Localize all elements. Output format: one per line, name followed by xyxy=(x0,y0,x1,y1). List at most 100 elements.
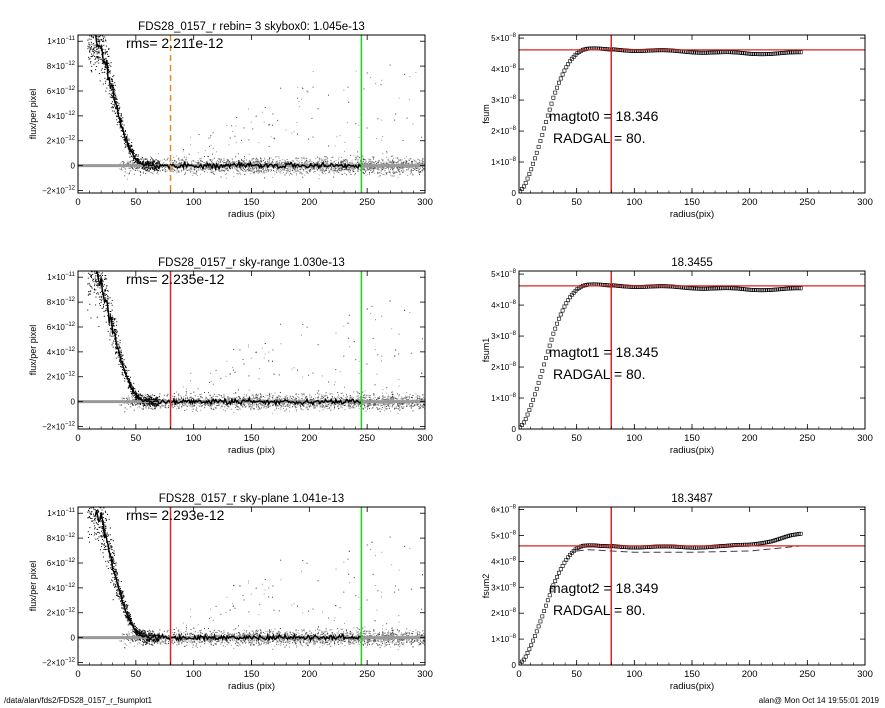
y-tick-label: 0 xyxy=(71,162,76,171)
galaxy-point xyxy=(110,62,112,64)
sky-point xyxy=(370,167,372,169)
sky-point xyxy=(203,167,205,169)
sky-point xyxy=(366,168,368,170)
sky-point xyxy=(328,145,330,147)
sky-point xyxy=(215,151,217,153)
sky-point xyxy=(316,162,318,164)
galaxy-point xyxy=(145,161,147,163)
galaxy-point xyxy=(89,49,91,51)
galaxy-point xyxy=(89,5,90,6)
sky-point xyxy=(343,325,345,327)
sky-point xyxy=(377,168,379,170)
sky-point xyxy=(329,172,331,174)
sky-point xyxy=(416,163,418,165)
galaxy-point xyxy=(157,170,159,172)
galaxy-point xyxy=(104,68,106,70)
sky-point xyxy=(320,404,322,406)
sky-point xyxy=(347,168,349,170)
sky-point xyxy=(176,172,178,174)
sky-point xyxy=(388,160,390,162)
sky-point xyxy=(223,403,225,405)
galaxy-point xyxy=(133,152,135,154)
sky-point xyxy=(261,161,263,163)
sky-point xyxy=(211,159,213,161)
sky-point xyxy=(359,163,361,165)
sky-point xyxy=(211,160,213,162)
galaxy-point xyxy=(93,46,95,48)
sky-point xyxy=(288,405,290,407)
sky-point xyxy=(377,171,379,173)
galaxy-point xyxy=(106,87,108,89)
sky-point xyxy=(253,397,255,399)
sky-point xyxy=(368,404,370,406)
galaxy-point xyxy=(115,107,117,109)
sky-points xyxy=(118,64,425,180)
sky-point xyxy=(228,160,230,162)
sky-point xyxy=(387,171,389,173)
sky-point xyxy=(263,121,265,123)
sky-point xyxy=(393,166,395,168)
sky-point xyxy=(233,161,235,163)
sky-point xyxy=(421,160,423,162)
galaxy-point xyxy=(111,78,113,80)
sky-point xyxy=(323,406,325,408)
sky-point xyxy=(145,394,147,396)
sky-point xyxy=(308,169,310,171)
sky-point xyxy=(348,162,350,164)
sky-point xyxy=(389,166,391,168)
sky-point xyxy=(339,168,341,170)
sky-point xyxy=(368,171,370,173)
sky-point xyxy=(382,169,384,171)
sky-point xyxy=(287,399,289,401)
sky-point xyxy=(332,399,334,401)
sky-point xyxy=(131,161,133,163)
sky-point xyxy=(254,167,256,169)
galaxy-point xyxy=(157,162,159,164)
sky-point xyxy=(263,172,265,174)
sky-point xyxy=(408,399,410,401)
sky-point xyxy=(355,167,357,169)
sky-point xyxy=(415,160,417,162)
sky-point xyxy=(217,169,219,171)
sky-point xyxy=(355,403,357,405)
galaxy-point xyxy=(152,162,154,164)
sky-point xyxy=(402,161,404,163)
sky-point xyxy=(335,160,337,162)
sky-point xyxy=(180,162,182,164)
sky-point xyxy=(408,163,410,165)
sky-point xyxy=(194,167,196,169)
galaxy-point xyxy=(104,28,105,29)
sky-point xyxy=(176,405,178,407)
sky-point xyxy=(231,125,233,127)
sky-point xyxy=(210,167,212,169)
y-axis: 01×10−82×10−83×10−84×10−85×10−8 xyxy=(491,33,865,198)
sky-point xyxy=(378,168,380,170)
sky-point xyxy=(207,155,209,157)
galaxy-point xyxy=(99,23,100,24)
sky-point xyxy=(296,405,298,407)
sky-point xyxy=(366,167,368,169)
sky-point xyxy=(163,158,165,160)
sky-point xyxy=(258,161,260,163)
sky-point xyxy=(360,397,362,399)
sky-point xyxy=(388,168,390,170)
sky-point xyxy=(153,171,155,173)
sky-point xyxy=(229,137,231,139)
sky-point xyxy=(218,170,220,172)
galaxy-point xyxy=(100,49,102,51)
sky-point xyxy=(313,162,315,164)
sky-point xyxy=(239,172,241,174)
sky-point xyxy=(251,405,253,407)
galaxy-point xyxy=(143,168,145,170)
sky-point xyxy=(143,166,145,168)
sky-point xyxy=(266,163,268,165)
sky-point xyxy=(382,166,384,168)
sky-point xyxy=(417,167,419,169)
galaxy-point xyxy=(134,155,136,157)
galaxy-point xyxy=(118,121,120,123)
galaxy-point xyxy=(130,144,132,146)
sky-point xyxy=(153,159,155,161)
galaxy-point xyxy=(141,161,143,163)
sky-point xyxy=(256,162,258,164)
sky-point xyxy=(284,162,286,164)
